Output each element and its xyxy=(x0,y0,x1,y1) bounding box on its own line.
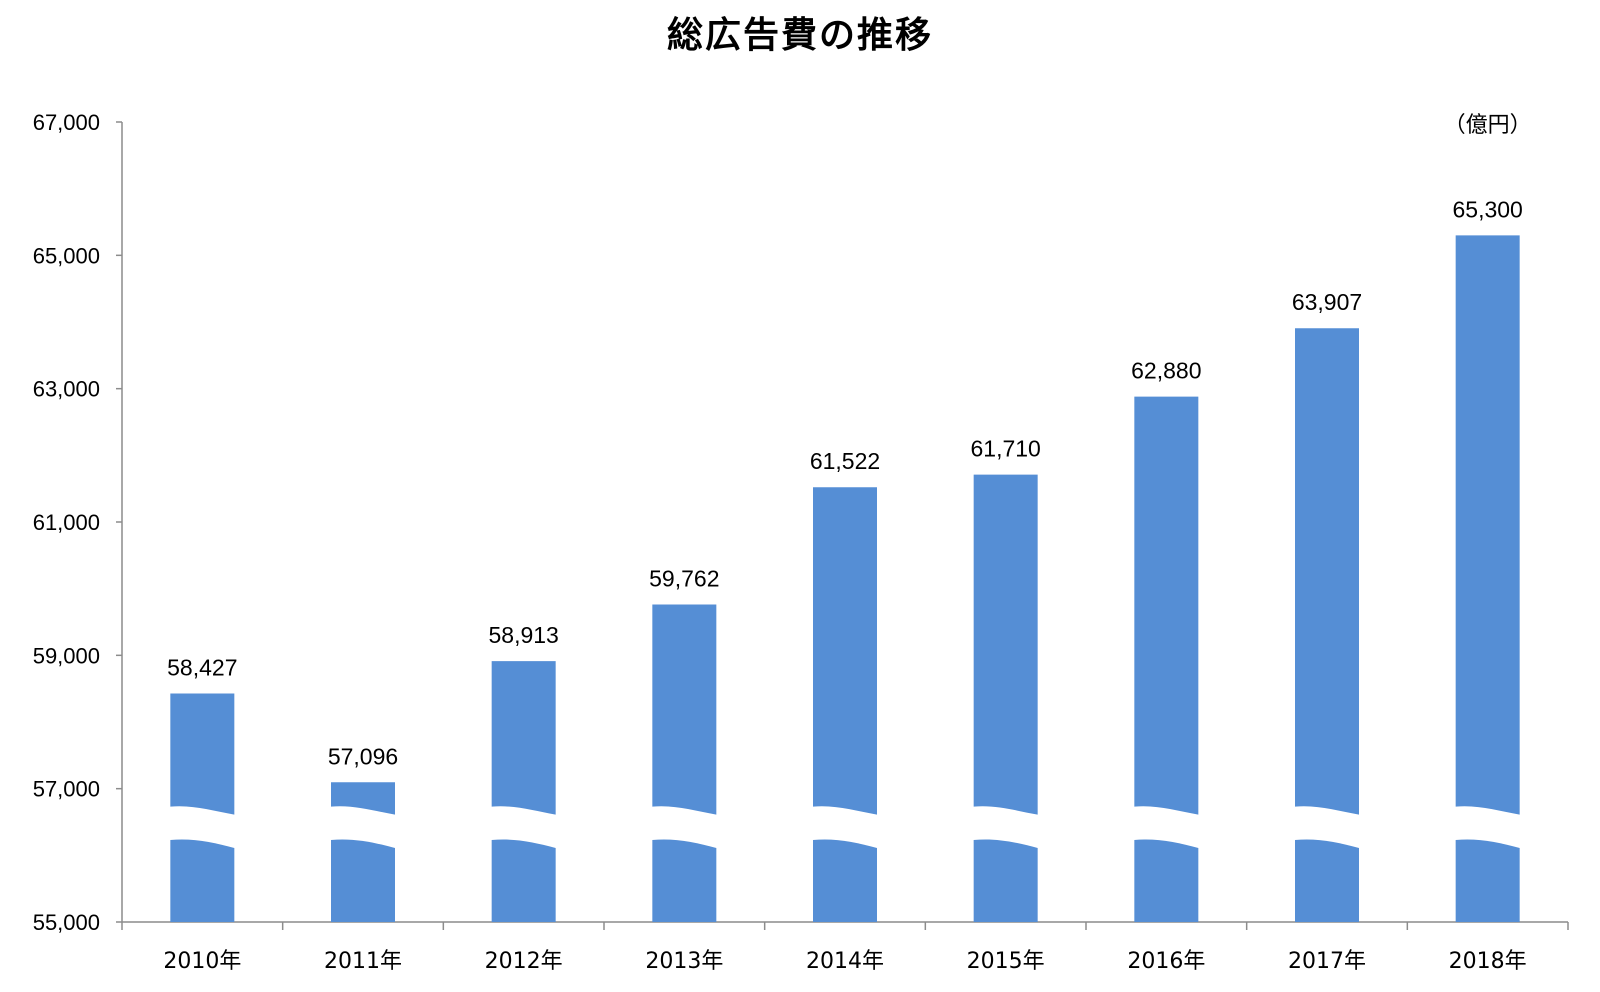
data-label: 59,762 xyxy=(649,566,719,592)
data-label: 65,300 xyxy=(1452,196,1522,222)
x-tick-label: 2011年 xyxy=(324,949,402,974)
y-tick-label: 61,000 xyxy=(33,510,100,535)
bar-base-2018年 xyxy=(1455,839,1520,922)
bar-base-2015年 xyxy=(973,839,1038,922)
bar-2010年 xyxy=(170,693,235,815)
data-label: 61,522 xyxy=(810,448,880,474)
y-tick-label: 59,000 xyxy=(33,643,100,668)
unit-label: （億円） xyxy=(1444,113,1532,138)
y-tick-label: 57,000 xyxy=(33,777,100,802)
bar-base-2017年 xyxy=(1295,839,1359,922)
bar-2013年 xyxy=(652,604,717,815)
x-tick-label: 2018年 xyxy=(1449,949,1527,974)
bar-2016年 xyxy=(1134,396,1199,815)
y-tick-label: 63,000 xyxy=(33,377,100,402)
bar-2014年 xyxy=(813,487,877,815)
data-label: 61,710 xyxy=(970,436,1040,462)
data-label: 57,096 xyxy=(328,743,398,769)
x-tick-label: 2012年 xyxy=(485,949,563,974)
x-tick-label: 2017年 xyxy=(1288,949,1366,974)
y-tick-label: 55,000 xyxy=(33,910,100,935)
data-label: 58,913 xyxy=(488,622,558,648)
bar-base-2011年 xyxy=(331,839,395,922)
bar-2018年 xyxy=(1455,235,1520,815)
bar-base-2012年 xyxy=(491,839,556,922)
bar-2011年 xyxy=(331,782,395,815)
x-tick-label: 2010年 xyxy=(163,949,241,974)
bar-base-2016年 xyxy=(1134,839,1199,922)
x-tick-label: 2013年 xyxy=(645,949,723,974)
y-tick-label: 67,000 xyxy=(33,110,100,135)
x-tick-label: 2015年 xyxy=(967,949,1045,974)
data-label: 62,880 xyxy=(1131,358,1201,384)
x-tick-label: 2014年 xyxy=(806,949,884,974)
bar-2015年 xyxy=(973,474,1038,815)
bar-base-2010年 xyxy=(170,839,235,922)
data-label: 58,427 xyxy=(167,655,237,681)
x-tick-label: 2016年 xyxy=(1127,949,1205,974)
bar-2012年 xyxy=(491,661,556,815)
bar-base-2014年 xyxy=(813,839,877,922)
bar-2017年 xyxy=(1295,328,1359,815)
data-label: 63,907 xyxy=(1292,289,1362,315)
bar-base-2013年 xyxy=(652,839,717,922)
y-tick-label: 65,000 xyxy=(33,243,100,268)
chart-title: 総広告費の推移 xyxy=(666,15,933,56)
